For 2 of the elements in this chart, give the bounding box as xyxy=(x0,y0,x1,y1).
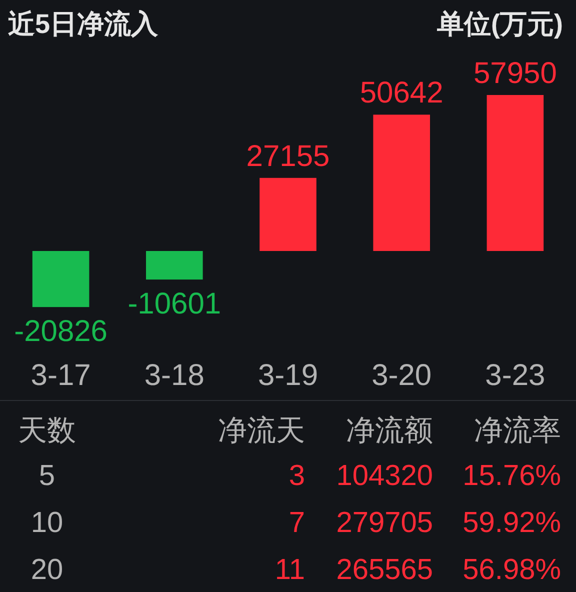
title: 近5日净流入 xyxy=(8,9,158,39)
subtitle: 单位(万元) xyxy=(437,9,563,39)
